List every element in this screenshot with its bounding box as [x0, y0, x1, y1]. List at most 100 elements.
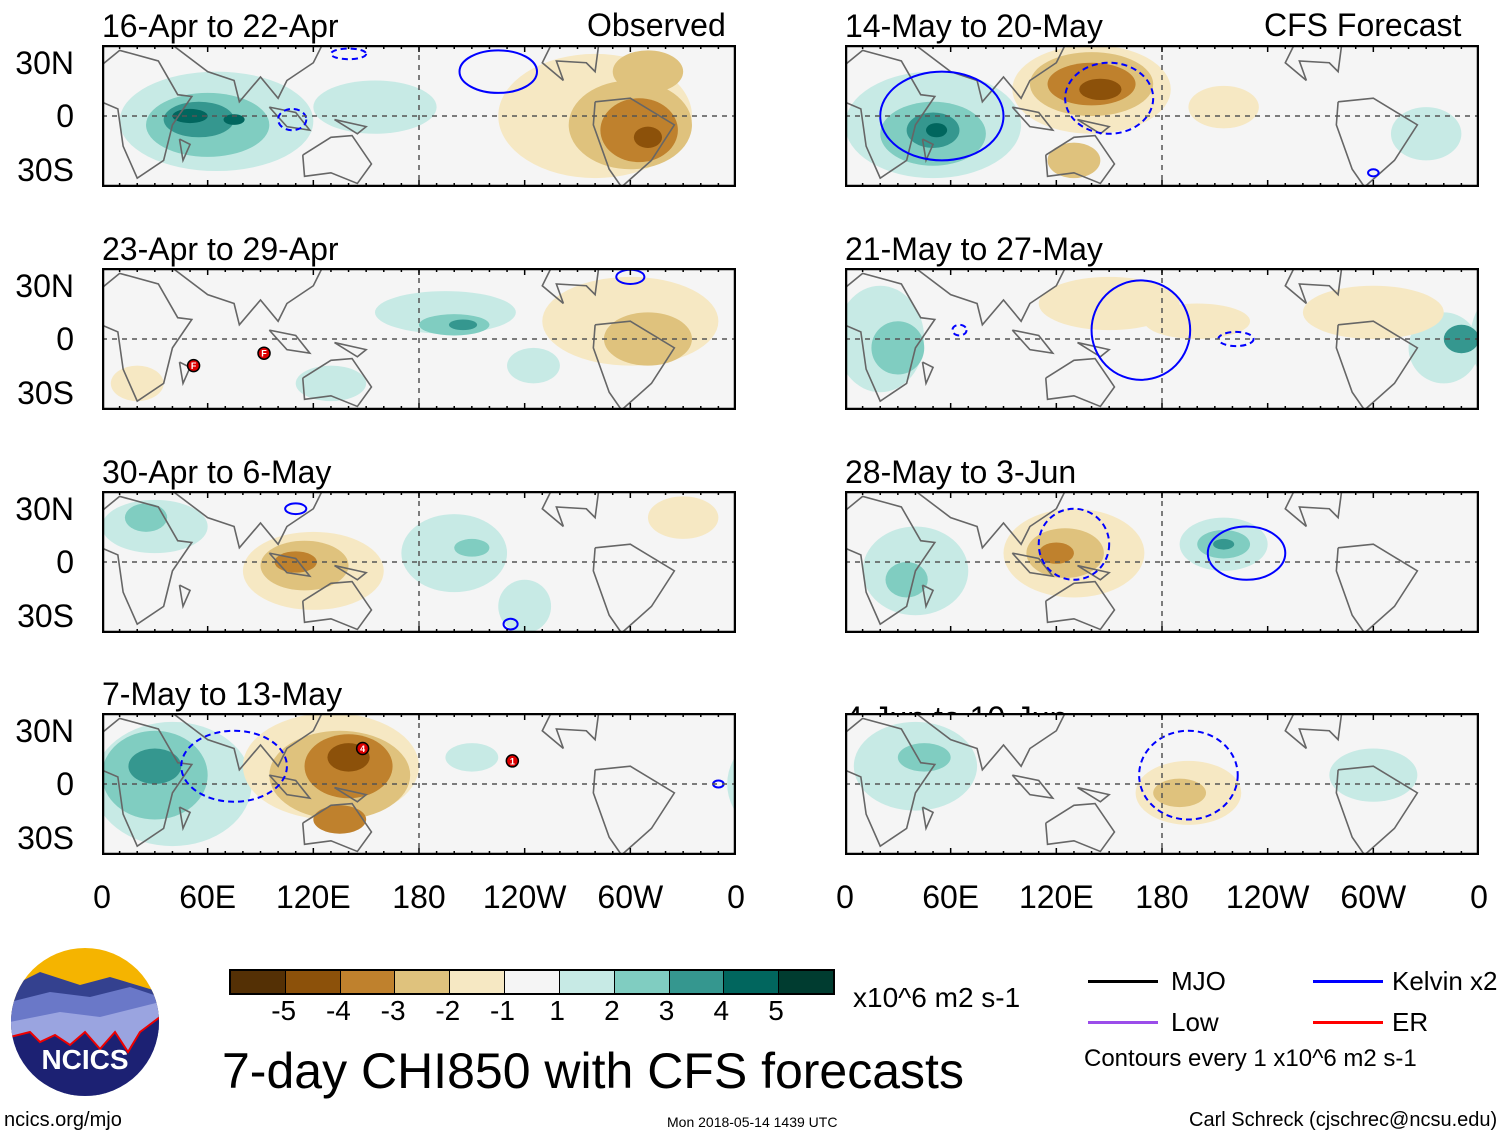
lon-label: 60E	[179, 879, 237, 915]
coastline	[541, 713, 600, 750]
tropical-storm-icon: F	[257, 346, 271, 360]
coastline	[592, 97, 676, 187]
legend-line-low	[1088, 1021, 1158, 1024]
coastline	[171, 713, 324, 772]
lat-label: 30N	[15, 491, 74, 527]
coastline	[1044, 580, 1116, 631]
coastline	[845, 49, 937, 180]
figure-title: 7-day CHI850 with CFS forecasts	[222, 1043, 964, 1099]
anomaly-region	[295, 365, 367, 402]
coastline	[921, 584, 935, 610]
colorbar-swatch	[450, 971, 506, 993]
lon-label: 0	[1470, 879, 1488, 915]
forecast-label: CFS Forecast	[1264, 7, 1462, 43]
colorbar-swatch	[559, 971, 615, 993]
observed-label: Observed	[587, 7, 726, 43]
anomaly-region	[1153, 778, 1207, 808]
lat-label: 30S	[17, 598, 74, 634]
panel-title: 21-May to 27-May	[845, 231, 1103, 267]
lon-label: 0	[93, 879, 111, 915]
kelvin-contour	[879, 70, 1005, 162]
kelvin-contour	[1090, 279, 1192, 381]
lat-label: 30S	[17, 820, 74, 856]
coastline	[1335, 320, 1419, 410]
coastline	[541, 491, 600, 528]
legend-label-er: ER	[1392, 1007, 1429, 1037]
lon-label: 0	[836, 879, 854, 915]
kelvin-contour	[458, 49, 538, 94]
lon-label: 120W	[482, 879, 567, 915]
anomaly-region	[1079, 78, 1122, 101]
tropical-storm-icon: 4	[355, 741, 370, 756]
coastline	[1335, 765, 1419, 855]
coastline	[1335, 543, 1419, 633]
coastline	[334, 341, 368, 358]
anomaly-region	[1038, 542, 1074, 564]
colorbar-swatch	[395, 971, 451, 993]
legend-label-kelvin: Kelvin x2	[1392, 966, 1498, 996]
lat-label: 30N	[15, 268, 74, 304]
coastline	[171, 268, 324, 327]
kelvin-contour	[951, 323, 968, 337]
lat-label: 0	[56, 766, 74, 802]
anomaly-region	[223, 114, 245, 125]
coastline	[334, 786, 368, 803]
coastline	[1284, 491, 1343, 528]
lon-label: 120E	[275, 879, 351, 915]
anomaly-region	[124, 503, 168, 532]
coastline	[102, 49, 194, 180]
coastline	[921, 138, 935, 164]
coastline	[1044, 802, 1116, 853]
colorbar-swatch	[285, 971, 341, 993]
colorbar-tick-label: -4	[325, 995, 351, 1026]
kelvin-contour	[1206, 525, 1287, 581]
tropical-storm-icon: 1	[505, 754, 520, 768]
map-panel-forecast	[845, 45, 1479, 187]
colorbar-swatch	[231, 971, 286, 993]
coastline	[301, 357, 373, 408]
colorbar-units: x10^6 m2 s-1	[853, 982, 1021, 1013]
coastline	[914, 268, 1067, 327]
panel-title: 30-Apr to 6-May	[102, 454, 332, 490]
footer-credit: Carl Schreck (cjschrec@ncsu.edu)	[1189, 1109, 1498, 1131]
coastline	[301, 580, 373, 631]
colorbar-tick-label: -2	[435, 995, 461, 1026]
lon-label: 180	[1135, 879, 1189, 915]
anomaly-region	[445, 743, 499, 772]
coastline	[334, 564, 368, 581]
panel-title: 14-May to 20-May	[845, 8, 1103, 44]
anomaly-region	[1329, 748, 1418, 802]
legend-label-low: Low	[1171, 1007, 1219, 1037]
lat-label: 30S	[17, 152, 74, 188]
coastline	[268, 552, 312, 578]
colorbar	[229, 969, 835, 995]
anomaly-region	[1213, 538, 1235, 550]
lon-label: 0	[727, 879, 745, 915]
colorbar-tick-label: -1	[490, 995, 515, 1026]
map-panel-forecast	[845, 713, 1479, 855]
anomaly-region	[1038, 276, 1180, 331]
colorbar-tick-label: 4	[713, 995, 730, 1026]
coastline	[592, 543, 676, 633]
lon-label: 60W	[1340, 879, 1407, 915]
ncics-logo: NCICS	[11, 948, 159, 1096]
anomaly-region	[1443, 324, 1479, 354]
legend-line-er	[1313, 1021, 1383, 1024]
anomaly-region	[313, 805, 367, 834]
coastline	[1011, 552, 1055, 578]
map-panel-observed	[102, 491, 736, 633]
map-panel-forecast	[845, 491, 1479, 633]
colorbar-tick-label: 2	[604, 995, 620, 1026]
kelvin-contour	[1138, 729, 1239, 821]
panel-title: 28-May to 3-Jun	[845, 454, 1077, 490]
kelvin-contour	[502, 617, 519, 631]
lon-label: 120E	[1018, 879, 1094, 915]
colorbar-swatch	[669, 971, 725, 993]
footer-url[interactable]: ncics.org/mjo	[4, 1109, 122, 1131]
coastline	[1077, 786, 1111, 803]
legend-label-mjo: MJO	[1171, 966, 1226, 996]
colorbar-swatch	[779, 971, 833, 993]
coastline	[268, 329, 312, 355]
anomaly-region	[1144, 303, 1251, 339]
